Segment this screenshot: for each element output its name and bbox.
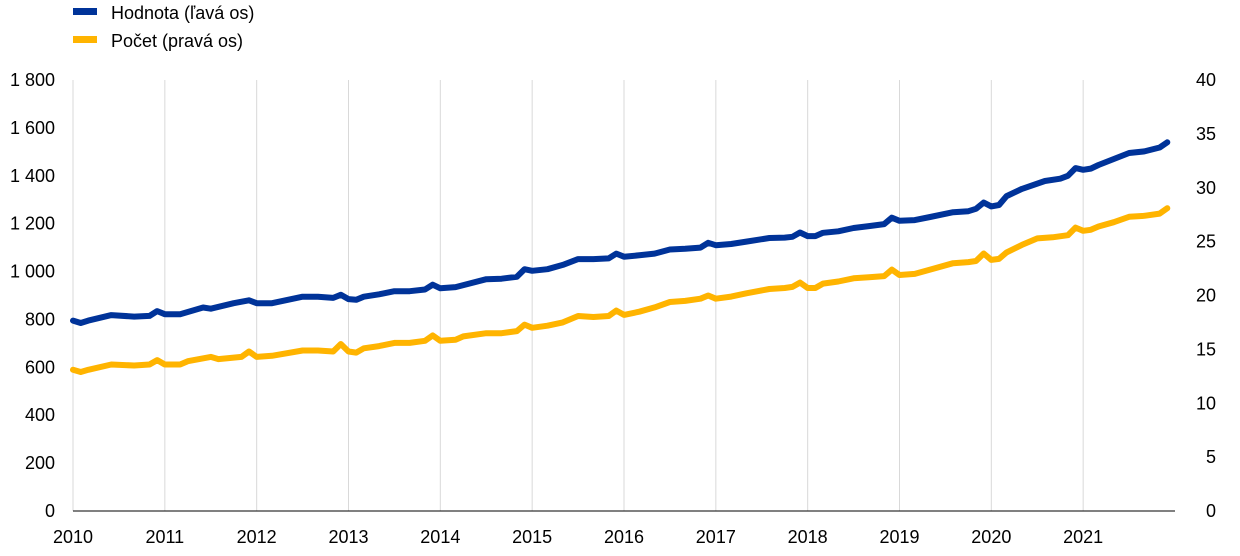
legend-swatch-value xyxy=(73,8,97,15)
legend: Hodnota (ľavá os) Počet (pravá os) xyxy=(73,3,254,51)
right-tick-25: 25 xyxy=(1196,232,1216,252)
right-tick-5: 5 xyxy=(1206,447,1216,467)
x-tick-2019: 2019 xyxy=(879,527,919,547)
left-tick-600: 600 xyxy=(25,357,55,377)
x-tick-2018: 2018 xyxy=(788,527,828,547)
x-tick-2021: 2021 xyxy=(1063,527,1103,547)
x-tick-2014: 2014 xyxy=(420,527,460,547)
left-axis-ticks: 0 200 400 600 800 1 000 1 200 1 400 1 600 1 800 xyxy=(10,70,55,521)
x-tick-2012: 2012 xyxy=(237,527,277,547)
legend-item-value: Hodnota (ľavá os) xyxy=(73,3,254,23)
right-tick-10: 10 xyxy=(1196,393,1216,413)
series-layer xyxy=(70,139,1171,375)
right-tick-30: 30 xyxy=(1196,178,1216,198)
left-tick-1000: 1 000 xyxy=(10,262,55,282)
left-tick-200: 200 xyxy=(25,453,55,473)
x-tick-2010: 2010 xyxy=(53,527,93,547)
x-tick-2013: 2013 xyxy=(328,527,368,547)
left-tick-1400: 1 400 xyxy=(10,166,55,186)
left-tick-1800: 1 800 xyxy=(10,70,55,90)
legend-label-value: Hodnota (ľavá os) xyxy=(111,3,254,23)
right-tick-35: 35 xyxy=(1196,124,1216,144)
plot-area xyxy=(70,139,1175,512)
left-tick-1600: 1 600 xyxy=(10,118,55,138)
series-line-count xyxy=(70,205,1171,375)
left-tick-800: 800 xyxy=(25,309,55,329)
left-tick-400: 400 xyxy=(25,405,55,425)
x-tick-2017: 2017 xyxy=(696,527,736,547)
gridlines xyxy=(72,80,1084,511)
legend-swatch-count xyxy=(73,36,97,43)
x-tick-2015: 2015 xyxy=(512,527,552,547)
legend-item-count: Počet (pravá os) xyxy=(73,31,243,51)
left-tick-0: 0 xyxy=(45,501,55,521)
x-tick-2016: 2016 xyxy=(604,527,644,547)
right-tick-40: 40 xyxy=(1196,70,1216,90)
left-tick-1200: 1 200 xyxy=(10,214,55,234)
right-axis-ticks: 0 5 10 15 20 25 30 35 40 xyxy=(1196,70,1216,521)
x-tick-2020: 2020 xyxy=(971,527,1011,547)
right-tick-20: 20 xyxy=(1196,286,1216,306)
x-tick-2011: 2011 xyxy=(145,527,184,547)
series-line-value xyxy=(70,139,1171,326)
legend-label-count: Počet (pravá os) xyxy=(111,31,243,51)
right-tick-0: 0 xyxy=(1206,501,1216,521)
right-tick-15: 15 xyxy=(1196,339,1216,359)
x-axis-ticks: 2010 2011 2012 2013 2014 2015 2016 2017 2018 2019… xyxy=(53,527,1103,547)
